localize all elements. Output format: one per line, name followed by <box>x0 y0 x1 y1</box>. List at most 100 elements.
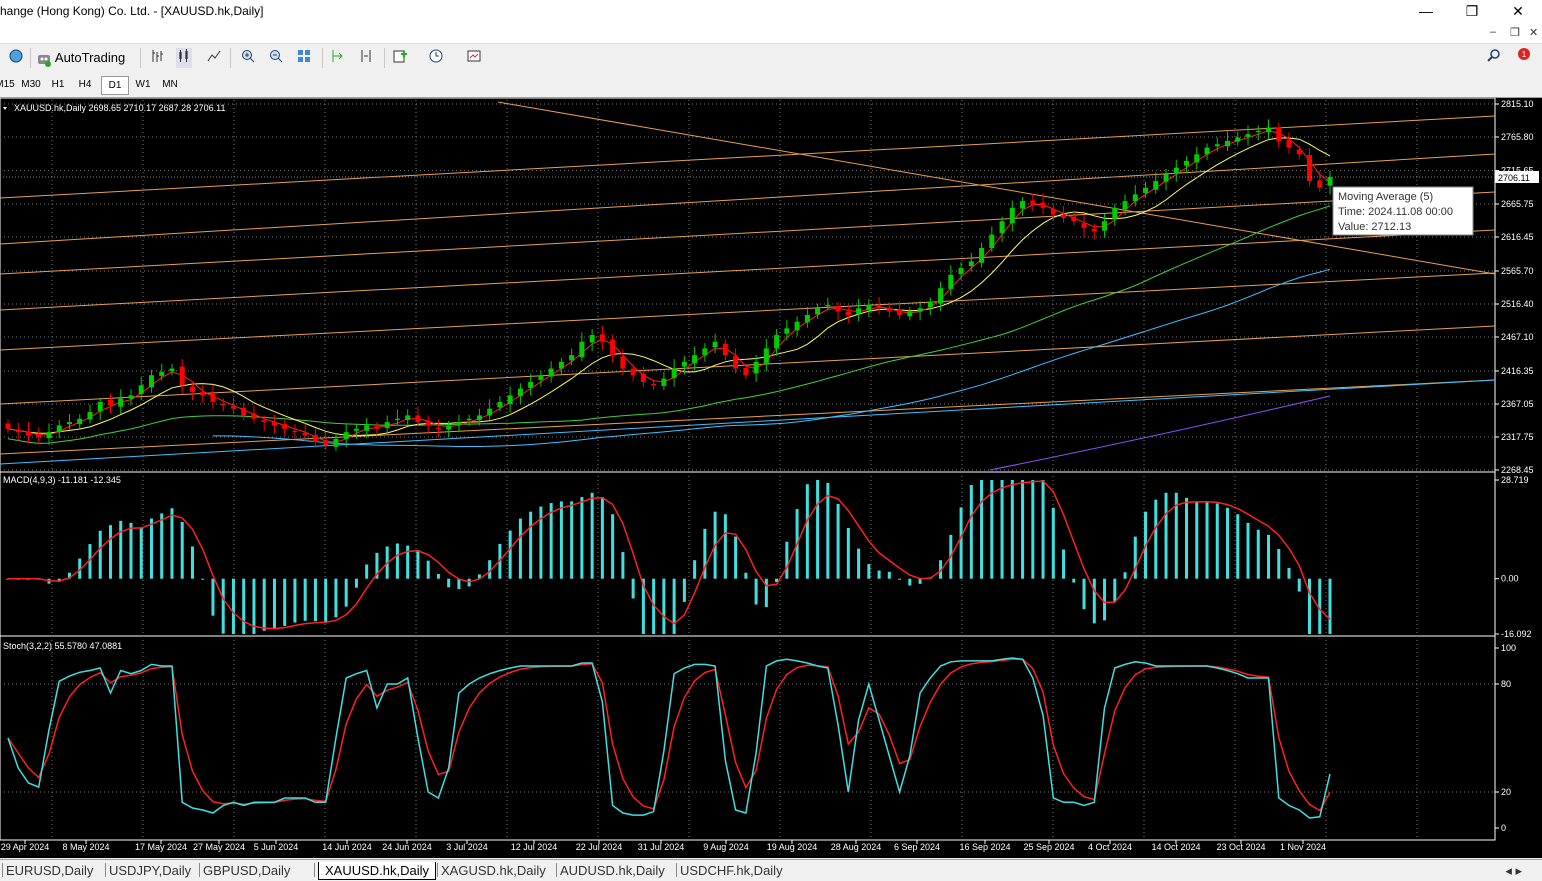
search-icon[interactable] <box>1486 48 1502 68</box>
autotrading-button[interactable]: AutoTrading <box>36 48 125 68</box>
templates-icon[interactable] <box>466 48 482 68</box>
auto-scroll-icon[interactable] <box>330 48 346 68</box>
candle-body <box>456 422 462 425</box>
macd-histogram-bar <box>57 578 61 582</box>
candle-body <box>1163 174 1169 182</box>
macd-histogram-bar <box>170 508 174 579</box>
zoom-in-icon[interactable] <box>240 48 256 68</box>
timeframe-h4[interactable]: H4 <box>78 79 92 90</box>
macd-histogram-bar <box>477 574 481 579</box>
candle-body <box>702 348 708 356</box>
macd-histogram-bar <box>1318 578 1322 634</box>
chart-tab[interactable]: XAGUSD.hk,Daily <box>441 863 546 878</box>
macd-histogram-bar <box>211 578 215 616</box>
macd-histogram-bar <box>826 482 830 579</box>
macd-histogram-bar <box>406 545 410 579</box>
chart-tab[interactable]: USDJPY,Daily <box>109 863 192 878</box>
macd-histogram-bar <box>887 571 891 579</box>
chart-tab[interactable]: EURUSD,Daily <box>6 863 94 878</box>
x-axis-label: 1 Nov 2024 <box>1280 842 1326 852</box>
candle-body <box>1296 149 1302 155</box>
x-axis-label: 24 Jun 2024 <box>382 842 432 852</box>
minimize-button[interactable]: — <box>1419 3 1433 19</box>
macd-histogram-bar <box>129 522 133 579</box>
chart-tab[interactable]: GBPUSD,Daily <box>203 863 291 878</box>
autotrading-label: AutoTrading <box>54 50 126 65</box>
macd-tick-label: 0.00 <box>1501 574 1519 584</box>
chart-tab[interactable]: USDCHF.hk,Daily <box>680 863 783 878</box>
macd-histogram-bar <box>447 578 451 588</box>
macd-histogram-bar <box>457 578 461 590</box>
timeframe-h1[interactable]: H1 <box>51 79 65 90</box>
candlestick-chart-icon[interactable] <box>176 48 192 68</box>
periods-icon[interactable] <box>428 48 444 68</box>
candle-body <box>517 388 523 396</box>
candle-body <box>282 424 288 429</box>
macd-histogram-bar <box>231 578 235 634</box>
x-axis-label: 25 Sep 2024 <box>1023 842 1074 852</box>
line-chart-icon[interactable] <box>206 48 222 68</box>
price-tick-label: 2367.05 <box>1501 399 1534 409</box>
x-axis-label: 17 May 2024 <box>135 842 187 852</box>
scroll-tabs-arrows[interactable]: ◂ ▸ <box>1505 863 1522 878</box>
trendline <box>0 272 1496 351</box>
macd-histogram-bar <box>149 518 153 579</box>
globe-icon[interactable] <box>8 48 24 68</box>
chart-tab[interactable]: AUDUSD.hk,Daily <box>560 863 665 878</box>
mdi-minimize-icon[interactable]: – <box>1490 26 1497 38</box>
trendline <box>0 153 1496 245</box>
timeframe-d1[interactable]: D1 <box>101 76 129 95</box>
candle-body <box>1194 154 1200 163</box>
candle-body <box>476 415 482 421</box>
close-button[interactable]: ✕ <box>1512 3 1524 19</box>
macd-histogram-bar <box>775 578 779 583</box>
trendline <box>0 191 1496 275</box>
zoom-out-icon[interactable] <box>268 48 284 68</box>
chart-tab[interactable]: XAUUSD.hk,Daily <box>318 862 437 880</box>
chart-area[interactable]: 2815.10 2765.80 2715.65 2665.75 2616.45 2565.… <box>0 98 1542 858</box>
x-axis-label: 19 Aug 2024 <box>767 842 818 852</box>
chart-tabs-bar: ◂ ▸ EURUSD,Daily USDJPY,Daily GBPUSD,Daily… <box>0 859 1542 881</box>
candle-body <box>1204 147 1210 155</box>
stoch-tick-label: 20 <box>1501 787 1511 797</box>
mdi-restore-icon[interactable]: ❐ <box>1510 27 1520 39</box>
timeframe-mn[interactable]: MN <box>162 79 178 90</box>
title-bar: hange (Hong Kong) Co. Ltd. - [XAUUSD.hk,… <box>0 0 1542 23</box>
macd-histogram-bar <box>764 578 768 608</box>
macd-tick-label: -16.092 <box>1501 629 1532 639</box>
timeframe-m30[interactable]: M30 <box>21 79 41 90</box>
mdi-close-icon[interactable]: ✕ <box>1529 27 1539 39</box>
macd-histogram-bar <box>221 578 225 634</box>
candle-body <box>1040 202 1046 208</box>
candle-body <box>292 430 298 433</box>
notification-icon[interactable]: 1 <box>1514 48 1530 68</box>
timeframe-w1[interactable]: W1 <box>135 79 151 90</box>
macd-histogram-bar <box>1215 503 1219 579</box>
candle-body <box>138 385 144 394</box>
macd-histogram-bar <box>88 544 92 579</box>
tile-windows-icon[interactable] <box>296 48 312 68</box>
macd-histogram-bar <box>1123 572 1127 579</box>
timeframe-m15[interactable]: M15 <box>0 79 15 90</box>
macd-histogram-bar <box>611 514 615 579</box>
candle-body <box>148 375 154 388</box>
stoch-tick-label: 80 <box>1501 679 1511 689</box>
candle-body <box>364 425 370 431</box>
price-tick-label: 2416.35 <box>1501 366 1534 376</box>
trendline <box>0 229 1496 311</box>
macd-histogram-bar <box>1267 534 1271 579</box>
macd-histogram-bar <box>139 527 143 579</box>
x-axis-label: 9 Aug 2024 <box>703 842 749 852</box>
indicators-icon[interactable] <box>392 48 408 68</box>
macd-histogram-bar <box>549 503 553 579</box>
macd-histogram-bar <box>1113 578 1117 602</box>
candle-body <box>1132 194 1138 202</box>
candle-body <box>610 339 616 356</box>
candle-body <box>56 425 62 433</box>
stoch-tick-label: 0 <box>1501 823 1506 833</box>
maximize-button[interactable]: ❐ <box>1465 3 1479 19</box>
chart-shift-icon[interactable] <box>358 48 374 68</box>
bar-chart-icon[interactable] <box>150 48 166 68</box>
x-axis-label: 23 Oct 2024 <box>1216 842 1265 852</box>
current-price-box <box>1495 170 1539 183</box>
